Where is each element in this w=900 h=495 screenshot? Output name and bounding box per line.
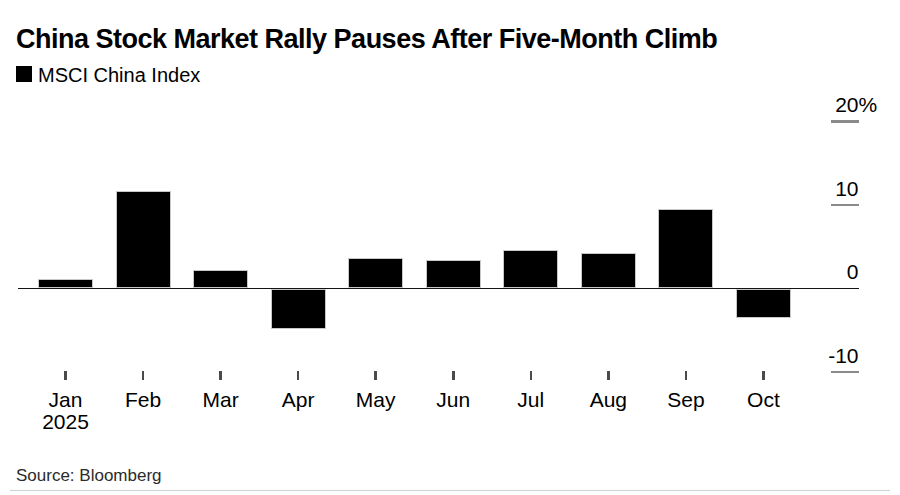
x-axis-tick-aug <box>607 371 610 380</box>
x-axis-year-label: 2025 <box>42 411 89 433</box>
bar-jun <box>426 260 481 288</box>
chart-canvas: China Stock Market Rally Pauses After Fi… <box>0 0 900 495</box>
y-axis-label--10: -10 <box>828 345 858 366</box>
bar-sep <box>658 209 713 288</box>
x-axis-label-aug: Aug <box>590 389 627 411</box>
y-axis-label-20: 20% <box>835 94 858 115</box>
plot-area: 20% 10 0 -10 Jan2025 Feb Mar Apr May Jun Jul Aug Sep… <box>0 0 900 495</box>
x-axis-tick-may <box>374 371 377 380</box>
x-axis-tick-oct <box>762 371 765 380</box>
x-axis-tick-apr <box>297 371 300 380</box>
bar-jul <box>503 250 558 288</box>
bar-apr <box>271 289 326 329</box>
y-axis-unit-suffix: % <box>859 94 878 115</box>
x-axis-label-sep: Sep <box>667 389 704 411</box>
x-axis-label-oct: Oct <box>747 389 780 411</box>
x-axis-label-jan: Jan2025 <box>42 389 89 433</box>
bar-mar <box>193 270 248 288</box>
x-axis-label-jun: Jun <box>436 389 470 411</box>
x-axis-tick-mar <box>219 371 222 380</box>
x-axis-label-mar: Mar <box>203 389 239 411</box>
x-axis-tick-sep <box>685 371 688 380</box>
bottom-divider <box>10 490 890 491</box>
bar-feb <box>116 191 171 289</box>
x-axis-tick-jan <box>64 371 67 380</box>
y-axis-label-0: 0 <box>847 261 859 282</box>
x-axis-label-jul: Jul <box>517 389 544 411</box>
y-axis-tick--10 <box>831 371 859 374</box>
y-axis-tick-10 <box>831 204 859 207</box>
x-axis-tick-jun <box>452 371 455 380</box>
y-axis-label-10: 10 <box>835 178 858 199</box>
bar-may <box>348 258 403 288</box>
y-axis-tick-20 <box>831 120 859 123</box>
bar-oct <box>736 289 791 318</box>
source-caption: Source: Bloomberg <box>16 466 162 486</box>
x-axis-label-feb: Feb <box>125 389 161 411</box>
x-axis-label-may: May <box>356 389 396 411</box>
x-axis-tick-jul <box>530 371 533 380</box>
bar-jan <box>38 279 93 288</box>
bar-aug <box>581 253 636 289</box>
x-axis-tick-feb <box>142 371 145 380</box>
x-axis-label-apr: Apr <box>282 389 315 411</box>
